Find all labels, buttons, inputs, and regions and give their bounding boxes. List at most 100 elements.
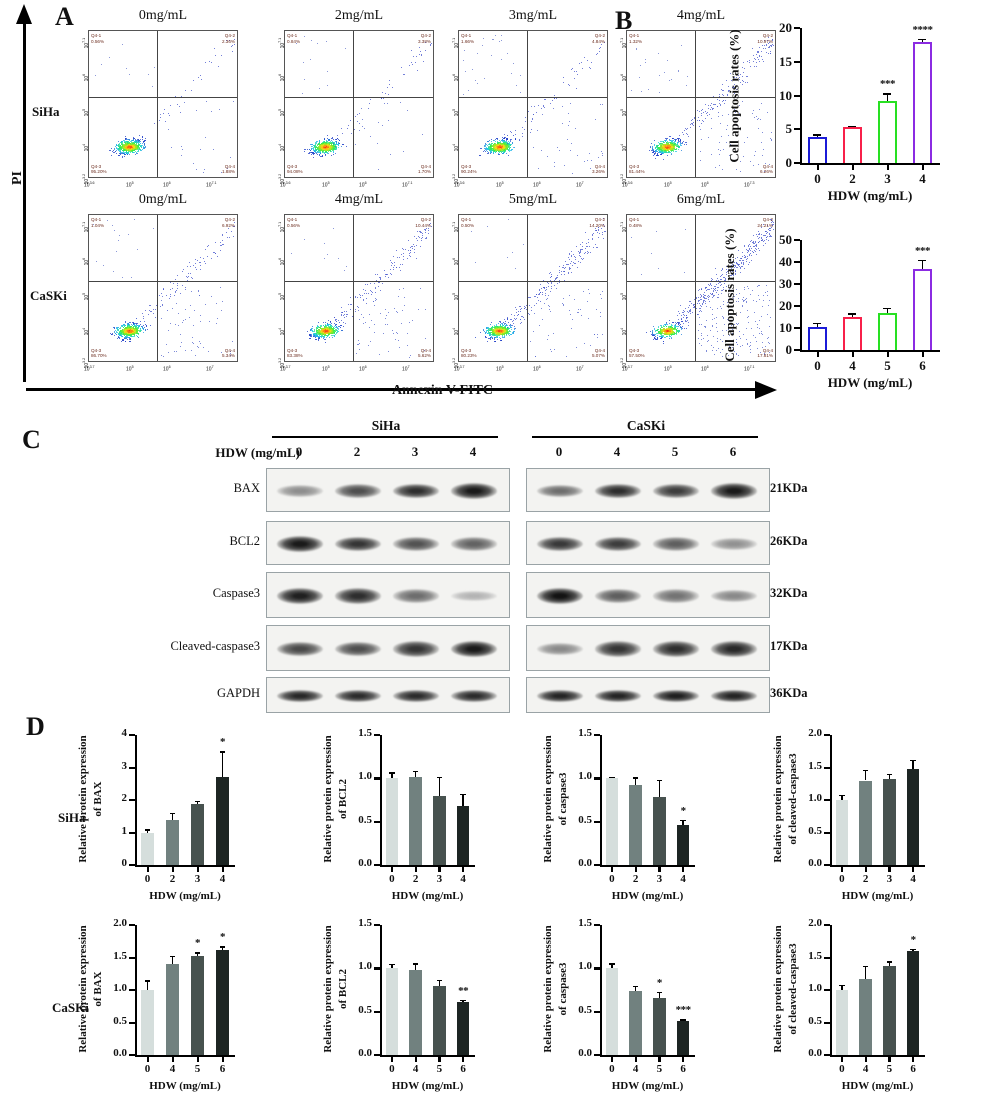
error-bar bbox=[146, 829, 149, 833]
quadrant-hline bbox=[89, 281, 237, 282]
bar bbox=[433, 795, 446, 865]
x-tick bbox=[462, 867, 465, 872]
x-tick-label: 3 bbox=[648, 873, 672, 885]
flow-y-tick: 104 bbox=[82, 144, 90, 168]
quadrant-hline bbox=[627, 97, 775, 98]
bar bbox=[859, 780, 872, 865]
flow-y-tick: 107.1 bbox=[82, 38, 90, 62]
y-tick bbox=[794, 305, 800, 308]
flow-x-tick: 103.7 bbox=[454, 365, 465, 373]
x-tick bbox=[634, 1057, 637, 1062]
x-tick-label: 5 bbox=[428, 1063, 452, 1075]
flow-x-tick: 106 bbox=[533, 365, 541, 373]
flow-plot: 3mg/mL Q4-1 1.66% Q4-2 4.84% Q4-3 90.24% Q4-… bbox=[432, 8, 622, 203]
x-axis-line bbox=[830, 1055, 925, 1058]
flow-x-tick: 106 bbox=[359, 181, 367, 189]
blot-membrane bbox=[526, 468, 770, 512]
error-bar-cap bbox=[848, 313, 857, 315]
x-tick-label: 6 bbox=[905, 358, 940, 374]
error-bar bbox=[438, 979, 441, 986]
x-tick bbox=[610, 1057, 614, 1062]
y-tick-label: 1 bbox=[87, 825, 128, 837]
x-tick bbox=[921, 352, 924, 357]
flow-plot-area: Q4-1 1.32% Q4-2 10.97% Q4-3 81.44% Q4-4 6.2… bbox=[626, 30, 776, 178]
blot-lane-number: 6 bbox=[704, 444, 762, 460]
blot-protein-label: GAPDH bbox=[110, 686, 260, 701]
blot-band bbox=[594, 641, 642, 657]
y-axis-line bbox=[380, 925, 383, 1055]
error-bar-cap bbox=[144, 980, 151, 982]
error-bar-cap bbox=[389, 964, 395, 966]
blot-membrane bbox=[266, 625, 510, 671]
y-axis-title-line1: Relative protein expression bbox=[772, 894, 784, 1084]
flow-x-tick: 106 bbox=[701, 365, 709, 373]
flow-y-tick: 104 bbox=[452, 328, 460, 352]
error-bar bbox=[921, 38, 924, 43]
x-tick bbox=[221, 867, 224, 872]
error-bar-cap bbox=[848, 125, 857, 127]
blot-membrane bbox=[266, 572, 510, 618]
flow-x-tick: 107.1 bbox=[402, 181, 413, 189]
x-tick bbox=[462, 1057, 465, 1062]
x-tick bbox=[414, 1057, 417, 1062]
x-tick-label: 4 bbox=[835, 358, 870, 374]
significance-marker: * bbox=[648, 977, 670, 989]
blot-band bbox=[710, 641, 758, 657]
x-tick-label: 0 bbox=[380, 873, 404, 885]
bar bbox=[808, 327, 827, 350]
y-tick-label: 0 bbox=[87, 857, 128, 869]
blot-band bbox=[334, 588, 382, 604]
flow-y-tick: 107.1 bbox=[620, 222, 628, 246]
error-bar-cap bbox=[656, 780, 663, 782]
x-tick bbox=[171, 1057, 174, 1062]
x-tick-label: 4 bbox=[210, 873, 235, 885]
x-tick bbox=[840, 867, 844, 872]
x-tick-label: 0 bbox=[800, 171, 835, 187]
error-bar bbox=[414, 770, 417, 778]
bar bbox=[913, 269, 932, 350]
y-tick bbox=[374, 1010, 380, 1013]
y-tick bbox=[129, 831, 135, 834]
x-tick bbox=[816, 165, 819, 170]
q4-2-label: Q4-2 24.21% bbox=[757, 217, 773, 228]
error-bar-cap bbox=[813, 322, 822, 324]
blot-band bbox=[450, 537, 498, 551]
blot-band bbox=[392, 689, 440, 703]
error-bar bbox=[658, 780, 661, 797]
significance-marker: *** bbox=[906, 245, 939, 257]
y-tick bbox=[374, 967, 380, 970]
y-tick bbox=[594, 924, 600, 927]
error-bar bbox=[634, 985, 637, 991]
blot-band bbox=[334, 536, 382, 552]
y-tick-label: 1.0 bbox=[782, 792, 822, 804]
flow-y-tick: 106 bbox=[452, 74, 460, 98]
error-bar bbox=[864, 770, 867, 781]
flow-plot-area: Q4-1 0.50% Q4-2 14.20% Q4-3 80.23% Q4-4 5.0… bbox=[458, 214, 608, 362]
flow-x-tick: 103.7 bbox=[622, 365, 633, 373]
y-axis-title-line2: of BCL2 bbox=[337, 894, 349, 1084]
y-tick-label: 20 bbox=[752, 298, 792, 314]
y-tick-label: 1.5 bbox=[332, 917, 372, 929]
y-axis-line bbox=[800, 28, 803, 163]
x-tick-label: 5 bbox=[648, 1063, 672, 1075]
bar bbox=[629, 990, 642, 1055]
flow-x-tick: 106 bbox=[533, 181, 541, 189]
x-tick bbox=[634, 867, 637, 872]
flow-x-tick: 103.7 bbox=[84, 365, 95, 373]
error-bar bbox=[438, 776, 441, 796]
flow-y-tick: 107.1 bbox=[278, 38, 286, 62]
error-bar-cap bbox=[460, 999, 466, 1001]
x-tick bbox=[438, 867, 441, 872]
x-axis-line bbox=[380, 1055, 475, 1058]
flow-y-tick: 105 bbox=[452, 293, 460, 317]
x-tick bbox=[864, 867, 867, 872]
x-tick-label: 3 bbox=[870, 171, 905, 187]
q4-1-label: Q4-1 1.04% bbox=[91, 217, 104, 228]
flow-plot-title: 0mg/mL bbox=[88, 8, 238, 24]
y-tick bbox=[824, 924, 830, 927]
x-tick-label: 4 bbox=[404, 1063, 428, 1075]
blot-lane-number: 5 bbox=[646, 444, 704, 460]
x-tick-label: 5 bbox=[185, 1063, 210, 1075]
blot-hdw-header: HDW (mg/mL) bbox=[170, 445, 300, 461]
blot-band bbox=[710, 483, 758, 499]
